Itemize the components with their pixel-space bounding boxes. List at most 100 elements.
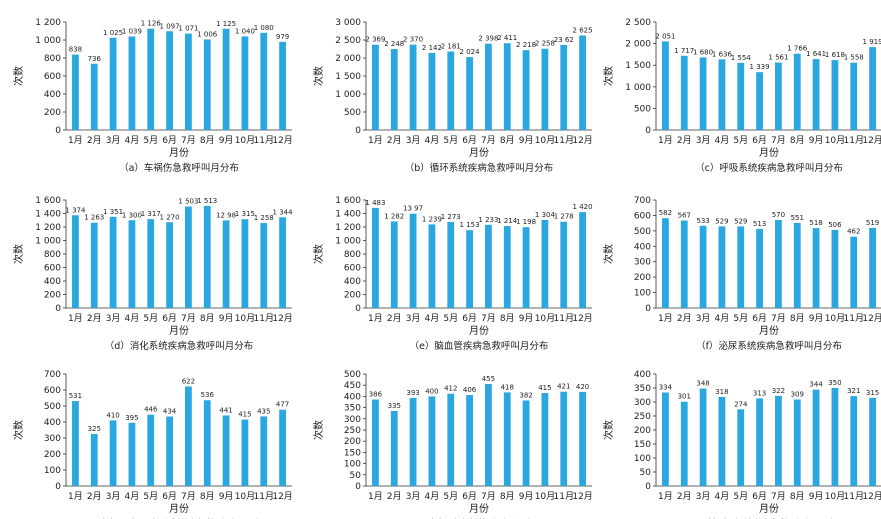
x-tick-label: 8月 xyxy=(790,313,805,324)
x-tick-label: 5月 xyxy=(143,313,158,324)
bar-6月 xyxy=(466,395,473,486)
y-tick-label: 200 xyxy=(344,437,361,447)
y-axis-title: 次数 xyxy=(602,420,615,440)
bar-2月 xyxy=(390,221,398,308)
x-tick-label: 12月 xyxy=(862,491,881,502)
y-tick-label: 800 xyxy=(344,250,361,260)
y-tick-label: 500 xyxy=(44,402,61,412)
x-tick-label: 10月 xyxy=(535,135,555,146)
y-tick-label: 100 xyxy=(634,454,651,464)
x-tick-label: 7月 xyxy=(181,135,196,146)
bar-9月 xyxy=(522,400,530,486)
y-tick-label: 700 xyxy=(634,196,651,206)
data-label: 1 153 xyxy=(460,221,480,229)
x-tick-label: 1月 xyxy=(368,491,383,502)
x-axis-title: 月份 xyxy=(169,147,189,159)
y-tick-label: 1 200 xyxy=(335,223,361,233)
y-tick-label: 150 xyxy=(634,440,651,450)
x-tick-label: 11月 xyxy=(844,491,864,502)
y-tick-label: 1 500 xyxy=(335,72,361,82)
y-tick-label: 200 xyxy=(44,291,61,301)
y-tick-label: 200 xyxy=(344,291,361,301)
x-tick-label: 6月 xyxy=(462,313,477,324)
data-label: 334 xyxy=(659,383,673,391)
data-label: 1 282 xyxy=(384,212,404,220)
bar-7月 xyxy=(185,33,192,130)
bar-8月 xyxy=(203,400,211,486)
x-tick-label: 2月 xyxy=(87,135,102,146)
x-tick-label: 6月 xyxy=(752,491,767,502)
bar-2月 xyxy=(90,63,98,131)
x-tick-label: 12月 xyxy=(272,313,292,324)
chart-caption: （c）呼吸系统疾病急救呼叫月分布 xyxy=(695,162,843,174)
bar-7月 xyxy=(775,220,782,308)
bar-7月 xyxy=(185,386,192,486)
bar-5月 xyxy=(447,393,455,486)
data-label: 519 xyxy=(866,219,879,227)
x-axis-title: 月份 xyxy=(759,503,779,515)
bar-6月 xyxy=(466,230,473,308)
y-tick-label: 500 xyxy=(634,104,651,114)
bar-9月 xyxy=(812,389,820,486)
data-label: 582 xyxy=(659,209,672,217)
x-tick-label: 7月 xyxy=(481,313,496,324)
x-tick-label: 2月 xyxy=(87,313,102,324)
x-tick-label: 3月 xyxy=(406,491,421,502)
x-tick-label: 8月 xyxy=(500,135,515,146)
data-label: 301 xyxy=(678,393,691,401)
data-label: 1 273 xyxy=(441,213,461,221)
data-label: 455 xyxy=(482,375,495,383)
bar-9月 xyxy=(222,28,230,130)
x-tick-label: 12月 xyxy=(572,135,592,146)
bar-12月 xyxy=(579,35,586,130)
bar-7月 xyxy=(775,395,782,486)
x-tick-label: 11月 xyxy=(254,135,274,146)
x-tick-label: 8月 xyxy=(500,313,515,324)
bar-4月 xyxy=(128,422,136,486)
y-tick-label: 2 000 xyxy=(625,40,651,50)
bar-1月 xyxy=(72,215,79,308)
bar-11月 xyxy=(260,32,268,130)
bar-3月 xyxy=(109,37,117,130)
y-tick-label: 0 xyxy=(355,126,361,136)
data-label: 1 317 xyxy=(141,210,161,218)
x-tick-label: 10月 xyxy=(235,135,255,146)
x-tick-label: 7月 xyxy=(771,491,786,502)
bar-8月 xyxy=(503,226,511,308)
y-tick-label: 450 xyxy=(344,381,361,391)
data-label: 838 xyxy=(69,46,82,54)
data-label: 400 xyxy=(425,387,438,395)
data-label: 1 040 xyxy=(235,27,255,35)
x-tick-label: 4月 xyxy=(715,313,730,324)
bar-2月 xyxy=(90,434,98,486)
x-tick-label: 4月 xyxy=(715,135,730,146)
y-tick-label: 600 xyxy=(44,72,61,82)
x-tick-label: 11月 xyxy=(844,313,864,324)
x-tick-label: 3月 xyxy=(406,313,421,324)
bar-1月 xyxy=(72,54,79,130)
bar-7月 xyxy=(775,62,782,130)
data-label: 1 503 xyxy=(178,198,198,206)
data-label: 393 xyxy=(406,389,419,397)
bar-7月 xyxy=(485,384,492,486)
data-label: 1 071 xyxy=(178,25,198,33)
y-axis-title: 次数 xyxy=(12,420,25,440)
bar-8月 xyxy=(203,39,211,130)
y-axis-title: 次数 xyxy=(312,244,325,264)
bar-8月 xyxy=(793,222,801,308)
y-tick-label: 700 xyxy=(44,370,61,380)
data-label: 2 258 xyxy=(535,40,555,48)
data-label: 2 398 xyxy=(478,35,498,43)
bar-3月 xyxy=(109,420,117,486)
x-tick-label: 3月 xyxy=(106,491,121,502)
data-label: 1 351 xyxy=(103,208,123,216)
bar-9月 xyxy=(522,50,530,130)
data-label: 325 xyxy=(88,425,101,433)
data-label: 1 239 xyxy=(422,215,442,223)
y-tick-label: 50 xyxy=(350,471,362,481)
data-label: 551 xyxy=(791,214,804,222)
bar-11月 xyxy=(850,396,858,486)
chart-panel-3: 0 500 1 000 1 500 2 000 2 500 2 051 1月 1 717 2月 1 … xyxy=(602,18,881,174)
y-tick-label: 100 xyxy=(634,289,651,299)
chart-panel-4: 0 200 400 600 800 1 000 1 200 1 400 1 600 1 374 1月… xyxy=(12,196,293,352)
